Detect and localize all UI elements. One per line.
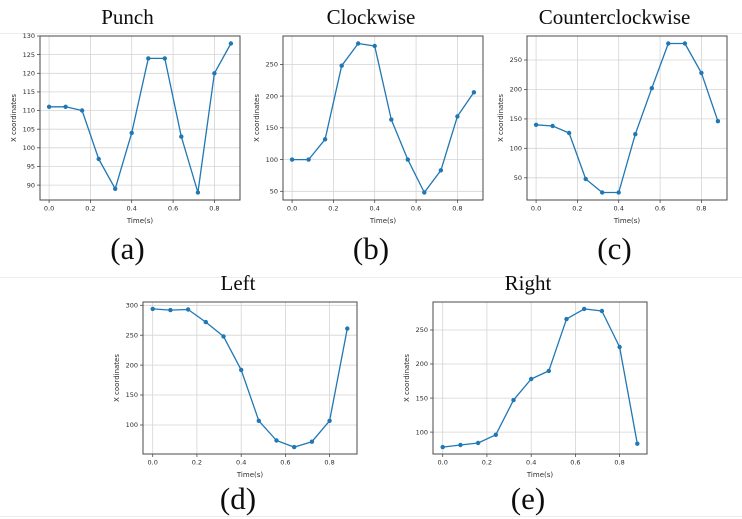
svg-text:0.4: 0.4: [236, 459, 246, 467]
chart-panel-right: Right 0.0 0.2 0.4 0.6 0.8 100 150 200 250 Time(s)…: [397, 270, 659, 519]
svg-text:Time(s): Time(s): [236, 471, 264, 479]
bottom-chart-row: Left 0.0 0.2 0.4 0.6 0.8 100 150 200 250 300 Time(…: [24, 270, 742, 519]
subfigure-label-b: (b): [352, 231, 390, 266]
svg-text:95: 95: [26, 163, 34, 171]
svg-text:0.6: 0.6: [280, 459, 290, 467]
svg-text:Time(s): Time(s): [125, 217, 153, 225]
chart-panel-clockwise: Clockwise 0.0 0.2 0.4 0.6 0.8 50 100 150 200 250 T…: [250, 4, 493, 270]
table-border-bottom: [0, 516, 742, 517]
svg-text:0.4: 0.4: [370, 205, 380, 213]
svg-text:250: 250: [126, 331, 138, 339]
svg-text:0.4: 0.4: [613, 205, 623, 213]
svg-text:0.6: 0.6: [654, 205, 664, 213]
svg-text:0.2: 0.2: [572, 205, 582, 213]
svg-text:150: 150: [509, 115, 521, 123]
svg-text:200: 200: [126, 361, 138, 369]
svg-text:110: 110: [22, 107, 34, 115]
svg-text:50: 50: [270, 188, 278, 196]
top-chart-row: Punch 0.0 0.2 0.4 0.6 0.8 90 95 100 105 110 115 120…: [6, 4, 736, 270]
svg-text:Time(s): Time(s): [526, 471, 554, 479]
svg-text:X coordinates: X coordinates: [403, 354, 411, 402]
svg-text:0.6: 0.6: [570, 459, 580, 467]
svg-text:0.2: 0.2: [328, 205, 338, 213]
svg-text:0.2: 0.2: [482, 459, 492, 467]
svg-text:120: 120: [22, 70, 34, 78]
svg-text:100: 100: [416, 428, 428, 436]
svg-text:90: 90: [26, 181, 34, 189]
right-line-chart: 0.0 0.2 0.4 0.6 0.8 100 150 200 250 Time(s) X coor…: [402, 297, 654, 479]
chart-panel-counterclockwise: Counterclockwise 0.0 0.2 0.4 0.6 0.8 50 100 150…: [493, 4, 736, 270]
svg-text:0.0: 0.0: [530, 205, 540, 213]
punch-line-chart: 0.0 0.2 0.4 0.6 0.8 90 95 100 105 110 115 120 125 130…: [9, 31, 247, 225]
svg-text:0.4: 0.4: [126, 205, 136, 213]
svg-text:200: 200: [266, 92, 278, 100]
svg-text:50: 50: [513, 174, 521, 182]
left-line-chart: 0.0 0.2 0.4 0.6 0.8 100 150 200 250 300 Time(s) X c…: [112, 297, 364, 479]
subfigure-label-e: (e): [510, 481, 546, 516]
svg-text:200: 200: [416, 360, 428, 368]
subfigure-label-c: (c): [597, 231, 632, 266]
svg-text:250: 250: [416, 326, 428, 334]
svg-text:300: 300: [126, 302, 138, 310]
subfigure-label-a: (a): [110, 231, 145, 266]
svg-text:0.0: 0.0: [438, 459, 448, 467]
chart-title-right: Right: [504, 271, 552, 295]
svg-text:0.8: 0.8: [452, 205, 462, 213]
svg-text:0.0: 0.0: [43, 205, 53, 213]
svg-text:0.0: 0.0: [148, 459, 158, 467]
svg-text:X coordinates: X coordinates: [497, 94, 505, 142]
svg-text:0.6: 0.6: [167, 205, 177, 213]
svg-text:250: 250: [509, 56, 521, 64]
chart-title-clockwise: Clockwise: [326, 5, 416, 29]
svg-text:250: 250: [266, 61, 278, 69]
svg-text:100: 100: [22, 144, 34, 152]
svg-text:0.8: 0.8: [696, 205, 706, 213]
svg-text:0.0: 0.0: [287, 205, 297, 213]
chart-title-left: Left: [220, 271, 256, 295]
chart-title-punch: Punch: [101, 5, 154, 29]
chart-panel-punch: Punch 0.0 0.2 0.4 0.6 0.8 90 95 100 105 110 115 120…: [6, 4, 249, 270]
subfigure-label-d: (d): [219, 481, 257, 516]
svg-text:200: 200: [509, 86, 521, 94]
svg-text:115: 115: [22, 88, 34, 96]
svg-text:150: 150: [126, 391, 138, 399]
svg-text:125: 125: [22, 51, 34, 59]
svg-text:150: 150: [416, 394, 428, 402]
svg-text:0.4: 0.4: [526, 459, 536, 467]
svg-text:0.8: 0.8: [614, 459, 624, 467]
chart-panel-left: Left 0.0 0.2 0.4 0.6 0.8 100 150 200 250 300 Time(…: [107, 270, 369, 519]
chart-title-counterclockwise: Counterclockwise: [538, 5, 691, 29]
svg-text:0.6: 0.6: [411, 205, 421, 213]
svg-text:100: 100: [509, 145, 521, 153]
svg-text:100: 100: [266, 156, 278, 164]
svg-text:100: 100: [126, 421, 138, 429]
svg-text:X coordinates: X coordinates: [10, 94, 18, 142]
clockwise-line-chart: 0.0 0.2 0.4 0.6 0.8 50 100 150 200 250 Time(s) X co…: [252, 31, 490, 225]
svg-text:Time(s): Time(s): [612, 217, 640, 225]
svg-text:105: 105: [22, 125, 34, 133]
svg-text:0.8: 0.8: [324, 459, 334, 467]
svg-text:Time(s): Time(s): [369, 217, 397, 225]
svg-text:0.2: 0.2: [192, 459, 202, 467]
svg-text:130: 130: [22, 32, 34, 40]
table-border-top: [0, 33, 742, 34]
svg-text:150: 150: [266, 124, 278, 132]
svg-text:X coordinates: X coordinates: [253, 94, 261, 142]
counterclockwise-line-chart: 0.0 0.2 0.4 0.6 0.8 50 100 150 200 250 Time(s) X co…: [496, 31, 734, 225]
svg-text:X coordinates: X coordinates: [113, 354, 121, 402]
svg-text:0.8: 0.8: [209, 205, 219, 213]
table-border-middle: [0, 277, 742, 278]
svg-text:0.2: 0.2: [85, 205, 95, 213]
